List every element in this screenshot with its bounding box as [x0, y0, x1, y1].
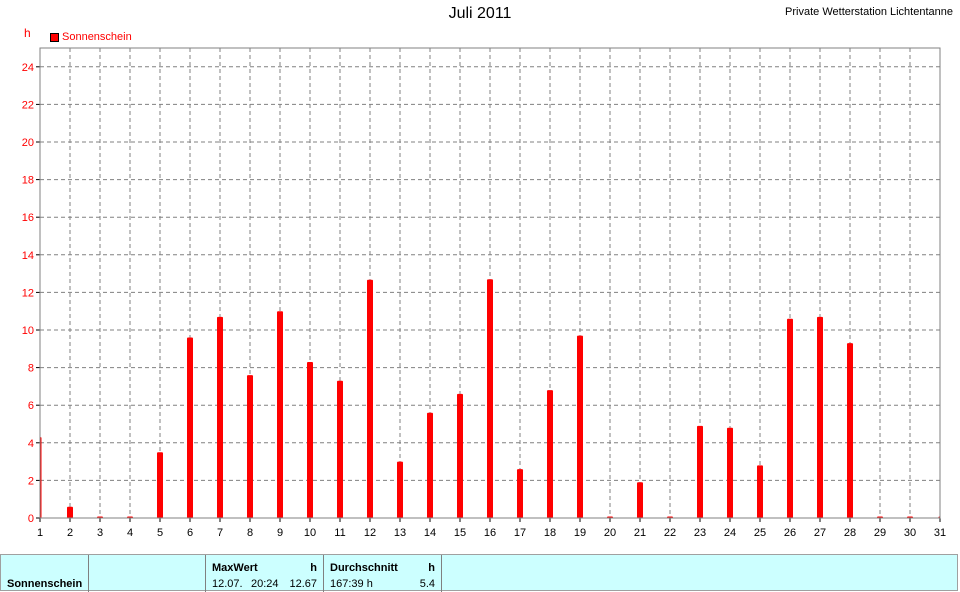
chart-title: Juli 2011: [448, 5, 512, 22]
avg-unit: h: [428, 562, 435, 574]
summary-label-cell: Sonnenschein: [1, 555, 89, 592]
y-tick-label: 16: [22, 212, 34, 224]
x-tick-label: 6: [187, 527, 193, 539]
sunshine-bar: [67, 506, 73, 518]
sunshine-bar: [187, 337, 193, 518]
sunshine-bar: [637, 482, 643, 518]
x-tick-label: 22: [664, 527, 676, 539]
avg-header: Durchschnitt: [330, 562, 398, 574]
y-tick-label: 4: [28, 438, 34, 450]
y-tick-label: 2: [28, 475, 34, 487]
x-tick-label: 15: [454, 527, 466, 539]
sunshine-bar: [727, 427, 733, 518]
avg-value: 5.4: [419, 578, 435, 590]
sunshine-bar: [817, 316, 823, 518]
sunshine-bar: [157, 452, 163, 518]
x-tick-label: 4: [127, 527, 133, 539]
x-tick-label: 29: [874, 527, 886, 539]
y-tick-label: 12: [22, 287, 34, 299]
y-tick-label: 18: [22, 175, 34, 187]
max-header: MaxWert: [212, 562, 258, 574]
sunshine-bar: [547, 390, 553, 518]
sunshine-bar: [277, 311, 283, 518]
max-date: 12.07.: [212, 578, 243, 590]
x-tick-label: 20: [604, 527, 616, 539]
legend: Sonnenschein: [50, 31, 132, 43]
y-tick-label: 24: [22, 62, 34, 74]
plot-frame: [39, 47, 941, 519]
sunshine-bar: [847, 343, 853, 518]
bars: [40, 279, 940, 518]
x-tick-label: 18: [544, 527, 556, 539]
x-tick-label: 16: [484, 527, 496, 539]
x-tick-label: 19: [574, 527, 586, 539]
x-tick-label: 12: [364, 527, 376, 539]
legend-label: Sonnenschein: [62, 31, 132, 43]
sunshine-bar: [337, 380, 343, 518]
y-tick-label: 6: [28, 400, 34, 412]
sunshine-bar: [307, 361, 313, 518]
avg-total: 167:39 h: [330, 578, 373, 590]
sunshine-bar: [367, 279, 373, 518]
x-tick-label: 31: [934, 527, 946, 539]
x-tick-label: 25: [754, 527, 766, 539]
x-tick-label: 26: [784, 527, 796, 539]
y-tick-label: 10: [22, 325, 34, 337]
summary-avg-cell: Durchschnitt h 167:39 h 5.4: [324, 555, 442, 592]
x-tick-label: 3: [97, 527, 103, 539]
x-tick-label: 9: [277, 527, 283, 539]
x-tick-label: 14: [424, 527, 436, 539]
y-tick-label: 8: [28, 363, 34, 375]
y-tick-label: 14: [22, 250, 34, 262]
sunshine-bar: [217, 316, 223, 518]
y-axis-label: h: [24, 26, 31, 40]
summary-empty-cell: [89, 555, 206, 592]
sunshine-bar: [247, 375, 253, 518]
station-name: Private Wetterstation Lichtentanne: [785, 6, 953, 18]
x-tick-label: 10: [304, 527, 316, 539]
x-tick-label: 13: [394, 527, 406, 539]
x-tick-label: 1: [37, 527, 43, 539]
sunshine-bar: [517, 469, 523, 518]
x-tick-label: 30: [904, 527, 916, 539]
sunshine-bar: [577, 335, 583, 518]
x-tick-labels: 1 2 3 4 5 6 7 8 9 10 11 12 13 14 15 16 17 18 19 20 21 22 23 24 2…: [37, 527, 946, 539]
y-tick-label: 22: [22, 99, 34, 111]
sunshine-bar: [397, 461, 403, 518]
y-tick-label: 0: [28, 513, 34, 525]
max-time: 20:24: [251, 578, 279, 590]
x-tick-label: 21: [634, 527, 646, 539]
x-tick-label: 24: [724, 527, 736, 539]
x-tick-label: 23: [694, 527, 706, 539]
sunshine-bar: [757, 465, 763, 518]
sunshine-bar: [427, 412, 433, 518]
x-tick-label: 7: [217, 527, 223, 539]
max-value: 12.67: [289, 578, 317, 590]
sunshine-bar: [697, 425, 703, 518]
sunshine-bar: [787, 318, 793, 518]
max-unit: h: [310, 562, 317, 574]
x-tick-label: 5: [157, 527, 163, 539]
sunshine-bar: [457, 393, 463, 518]
sunshine-bar: [487, 279, 493, 518]
legend-swatch: [50, 32, 59, 42]
x-tick-label: 17: [514, 527, 526, 539]
x-tick-label: 2: [67, 527, 73, 539]
x-tick-label: 11: [334, 527, 345, 539]
summary-row-label: Sonnenschein: [7, 578, 83, 590]
x-tick-label: 8: [247, 527, 253, 539]
y-tick-label: 20: [22, 137, 34, 149]
x-tick-label: 27: [814, 527, 826, 539]
summary-table: Sonnenschein MaxWert h 12.07. 20:24 12.6…: [0, 554, 958, 592]
summary-max-cell: MaxWert h 12.07. 20:24 12.67: [206, 555, 324, 592]
x-tick-label: 28: [844, 527, 856, 539]
